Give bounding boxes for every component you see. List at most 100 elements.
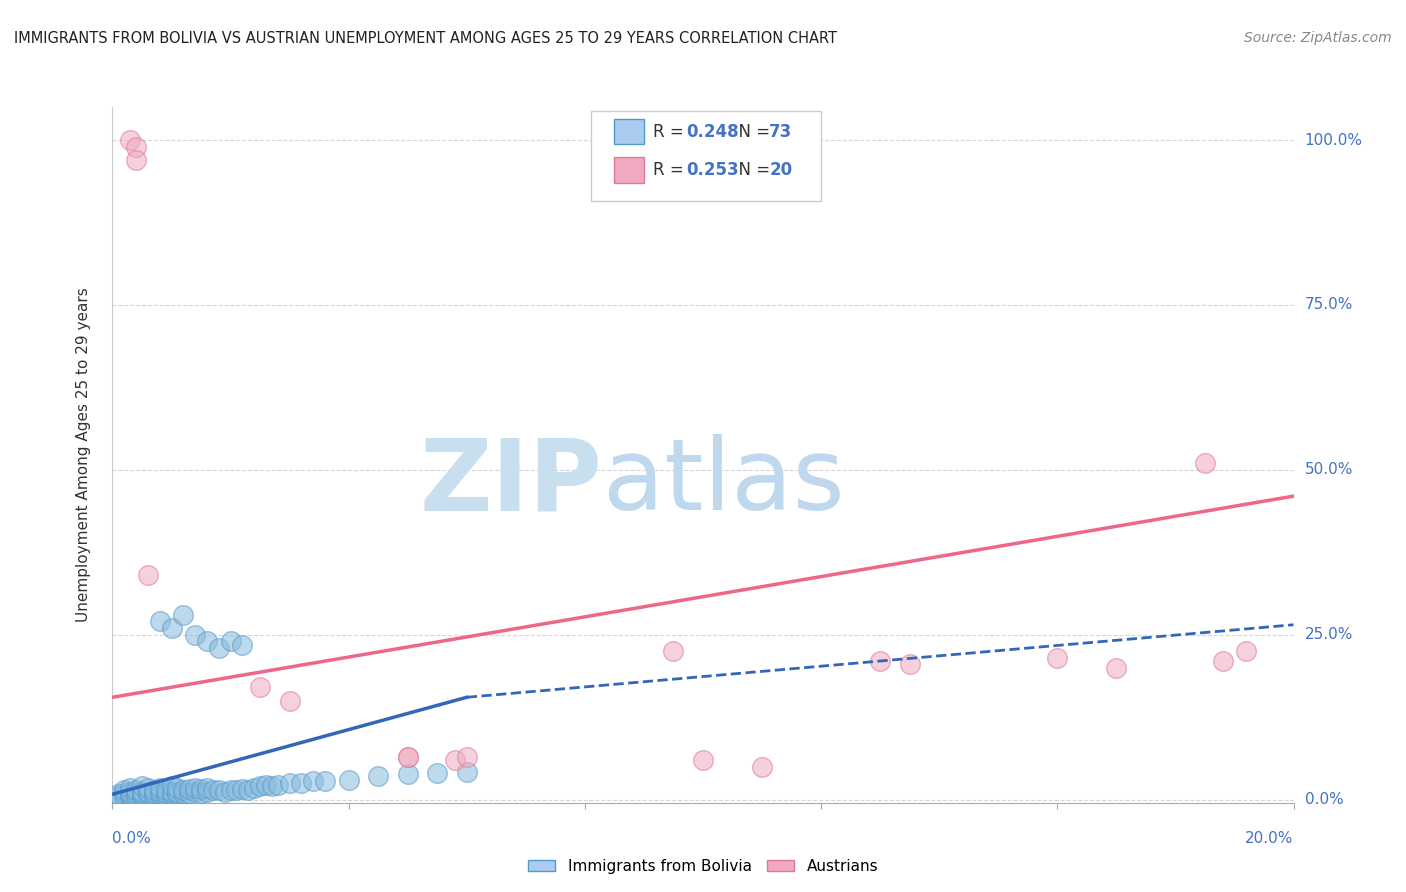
Point xyxy=(367,769,389,783)
Point xyxy=(149,784,172,798)
Point xyxy=(396,749,419,764)
Point xyxy=(184,780,207,795)
Text: 0.253: 0.253 xyxy=(686,161,740,179)
Point xyxy=(249,681,271,695)
Point xyxy=(208,782,231,797)
Point xyxy=(136,568,159,582)
Point xyxy=(662,644,685,658)
Point xyxy=(898,657,921,672)
Point xyxy=(166,780,188,795)
Text: 100.0%: 100.0% xyxy=(1305,133,1362,147)
Point xyxy=(195,784,218,798)
FancyBboxPatch shape xyxy=(591,111,821,201)
Point xyxy=(869,654,891,668)
FancyBboxPatch shape xyxy=(614,120,644,145)
Point xyxy=(172,786,194,800)
Text: R =: R = xyxy=(654,161,689,179)
Point xyxy=(142,782,165,797)
Point xyxy=(136,784,159,798)
Point xyxy=(314,774,336,789)
Point xyxy=(243,780,266,795)
Point xyxy=(456,749,478,764)
Text: 0.0%: 0.0% xyxy=(112,830,152,846)
Text: 0.248: 0.248 xyxy=(686,123,740,141)
Legend: Immigrants from Bolivia, Austrians: Immigrants from Bolivia, Austrians xyxy=(522,853,884,880)
Point xyxy=(249,780,271,794)
Point xyxy=(219,634,242,648)
Text: 25.0%: 25.0% xyxy=(1305,627,1353,642)
Point xyxy=(751,759,773,773)
Point xyxy=(120,133,142,147)
Text: IMMIGRANTS FROM BOLIVIA VS AUSTRIAN UNEMPLOYMENT AMONG AGES 25 TO 29 YEARS CORRE: IMMIGRANTS FROM BOLIVIA VS AUSTRIAN UNEM… xyxy=(14,31,837,46)
Point xyxy=(260,780,283,794)
Point xyxy=(267,778,290,792)
Point xyxy=(231,781,253,796)
FancyBboxPatch shape xyxy=(614,158,644,183)
Text: N =: N = xyxy=(728,123,775,141)
Point xyxy=(155,782,177,797)
Point xyxy=(136,787,159,801)
Point xyxy=(107,789,129,804)
Point xyxy=(1194,456,1216,470)
Point xyxy=(195,634,218,648)
Point xyxy=(142,789,165,804)
Point xyxy=(179,786,201,800)
Point xyxy=(120,787,142,801)
Point xyxy=(112,782,135,797)
Text: R =: R = xyxy=(654,123,689,141)
Point xyxy=(142,786,165,800)
Point xyxy=(125,789,148,804)
Point xyxy=(1105,660,1128,674)
Point xyxy=(238,782,260,797)
Point xyxy=(125,786,148,800)
Point xyxy=(149,615,172,629)
Text: 20: 20 xyxy=(769,161,792,179)
Point xyxy=(254,778,277,792)
Point xyxy=(1234,644,1257,658)
Point xyxy=(278,776,301,790)
Point xyxy=(179,781,201,796)
Point xyxy=(692,753,714,767)
Point xyxy=(131,787,153,801)
Point xyxy=(160,787,183,801)
Point xyxy=(195,780,218,795)
Point xyxy=(396,749,419,764)
Point xyxy=(149,787,172,801)
Point xyxy=(155,786,177,800)
Point xyxy=(1212,654,1234,668)
Point xyxy=(190,786,212,800)
Point xyxy=(201,783,224,797)
Point xyxy=(112,786,135,800)
Point xyxy=(302,774,325,789)
Point xyxy=(184,627,207,641)
Point xyxy=(337,772,360,787)
Point xyxy=(166,787,188,801)
Text: ZIP: ZIP xyxy=(420,434,603,532)
Text: 20.0%: 20.0% xyxy=(1246,830,1294,846)
Text: 75.0%: 75.0% xyxy=(1305,297,1353,312)
Point xyxy=(190,781,212,796)
Point xyxy=(155,789,177,804)
Point xyxy=(1046,650,1069,665)
Point xyxy=(214,784,236,798)
Point xyxy=(125,153,148,167)
Point xyxy=(444,753,467,767)
Text: atlas: atlas xyxy=(603,434,844,532)
Point xyxy=(160,784,183,798)
Text: Source: ZipAtlas.com: Source: ZipAtlas.com xyxy=(1244,31,1392,45)
Point xyxy=(208,640,231,655)
Point xyxy=(120,784,142,798)
Point xyxy=(120,789,142,804)
Point xyxy=(184,784,207,798)
Point xyxy=(112,789,135,804)
Point xyxy=(219,782,242,797)
Point xyxy=(290,776,312,790)
Point xyxy=(125,782,148,797)
Point xyxy=(396,767,419,781)
Point xyxy=(225,783,247,797)
Text: 0.0%: 0.0% xyxy=(1305,792,1343,807)
Point xyxy=(278,693,301,707)
Point xyxy=(231,638,253,652)
Y-axis label: Unemployment Among Ages 25 to 29 years: Unemployment Among Ages 25 to 29 years xyxy=(76,287,91,623)
Point xyxy=(166,784,188,798)
